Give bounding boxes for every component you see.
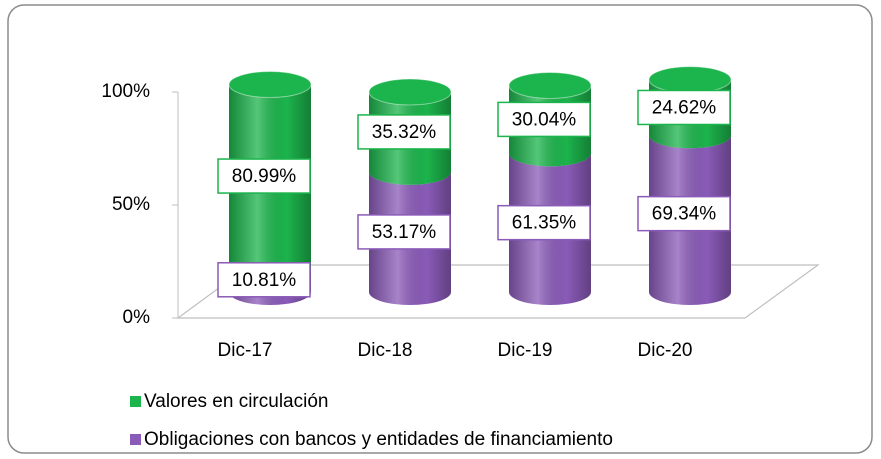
value-label-box bbox=[357, 214, 451, 250]
value-label-box bbox=[217, 158, 311, 194]
x-tick-label: Dic-18 bbox=[358, 340, 413, 361]
value-label-box bbox=[497, 101, 591, 138]
value-label: 80.99% bbox=[232, 166, 297, 187]
legend-label: Obligaciones con bancos y entidades de f… bbox=[144, 429, 613, 450]
value-label-box bbox=[217, 262, 311, 298]
x-tick-label: Dic-19 bbox=[498, 340, 553, 361]
legend-swatch bbox=[130, 434, 141, 445]
value-label: 69.34% bbox=[652, 204, 717, 225]
value-label-box bbox=[357, 114, 451, 150]
value-label-box bbox=[497, 204, 591, 241]
cylinder-top bbox=[368, 78, 452, 106]
value-label: 61.35% bbox=[512, 213, 577, 234]
y-tick-label: 100% bbox=[101, 81, 150, 102]
value-label: 10.81% bbox=[232, 270, 297, 291]
cylinder-top bbox=[648, 66, 732, 94]
y-tick-label: 50% bbox=[112, 194, 150, 215]
value-label: 24.62% bbox=[652, 97, 717, 118]
value-label: 53.17% bbox=[372, 222, 437, 243]
y-tick-label: 0% bbox=[123, 307, 151, 328]
value-label-box bbox=[637, 195, 731, 232]
value-label-box bbox=[637, 89, 731, 126]
value-label: 35.32% bbox=[372, 122, 437, 143]
legend-swatch bbox=[130, 396, 141, 407]
x-tick-label: Dic-17 bbox=[218, 340, 273, 361]
legend-label: Valores en circulación bbox=[144, 391, 328, 412]
cylinder-top bbox=[508, 71, 592, 99]
value-label: 30.04% bbox=[512, 109, 577, 130]
cylinder-top bbox=[228, 71, 312, 99]
x-tick-label: Dic-20 bbox=[638, 340, 693, 361]
